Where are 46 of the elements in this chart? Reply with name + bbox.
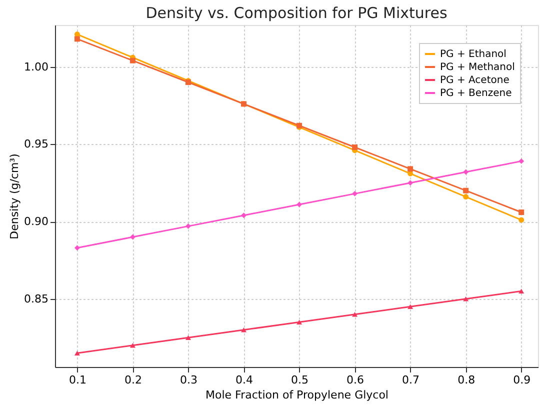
y-tick-label: 0.95 <box>24 138 48 151</box>
point <box>408 304 414 310</box>
x-tick-label: 0.7 <box>402 374 420 386</box>
point <box>296 320 302 324</box>
point <box>186 223 191 229</box>
x-tick-label: 0.1 <box>68 374 86 386</box>
point <box>130 234 136 240</box>
x-tick-label: 0.3 <box>180 374 198 386</box>
point <box>518 217 524 223</box>
y-tick-label: 1.00 <box>24 60 48 74</box>
point <box>74 350 80 356</box>
point <box>296 202 302 208</box>
x-axis-title: Mole Fraction of Propylene Glycol <box>206 388 388 402</box>
legend-label: PG + Acetone <box>440 75 510 86</box>
point <box>241 327 246 332</box>
legend-label: PG + Benzene <box>440 88 512 99</box>
x-tick-label: 0.9 <box>513 374 531 386</box>
y-tick-label: 0.85 <box>24 292 48 306</box>
point <box>463 188 469 194</box>
point <box>352 190 358 196</box>
point <box>74 245 80 251</box>
y-axis-title: Density (g/cm³) <box>8 154 22 240</box>
point <box>130 58 136 64</box>
point <box>186 335 191 340</box>
legend-label: PG + Methanol <box>440 62 515 73</box>
point <box>352 312 358 317</box>
chart-title: Density vs. Composition for PG Mixtures <box>146 4 448 22</box>
x-tick-label: 0.5 <box>291 374 309 386</box>
point <box>518 210 524 215</box>
legend-label: PG + Ethanol <box>440 49 506 60</box>
point <box>518 158 524 164</box>
point <box>241 212 246 218</box>
point <box>408 180 414 186</box>
point <box>74 36 80 42</box>
point <box>463 169 469 175</box>
point <box>352 144 358 150</box>
point <box>518 288 524 294</box>
point <box>408 166 414 172</box>
point <box>463 296 469 302</box>
x-tick-label: 0.6 <box>346 374 364 386</box>
point <box>463 194 469 200</box>
x-tick-label: 0.2 <box>124 374 142 386</box>
x-tick-label: 0.8 <box>458 374 476 386</box>
x-tick-label: 0.4 <box>236 374 254 386</box>
point <box>130 342 136 348</box>
y-tick-label: 0.90 <box>24 215 48 228</box>
